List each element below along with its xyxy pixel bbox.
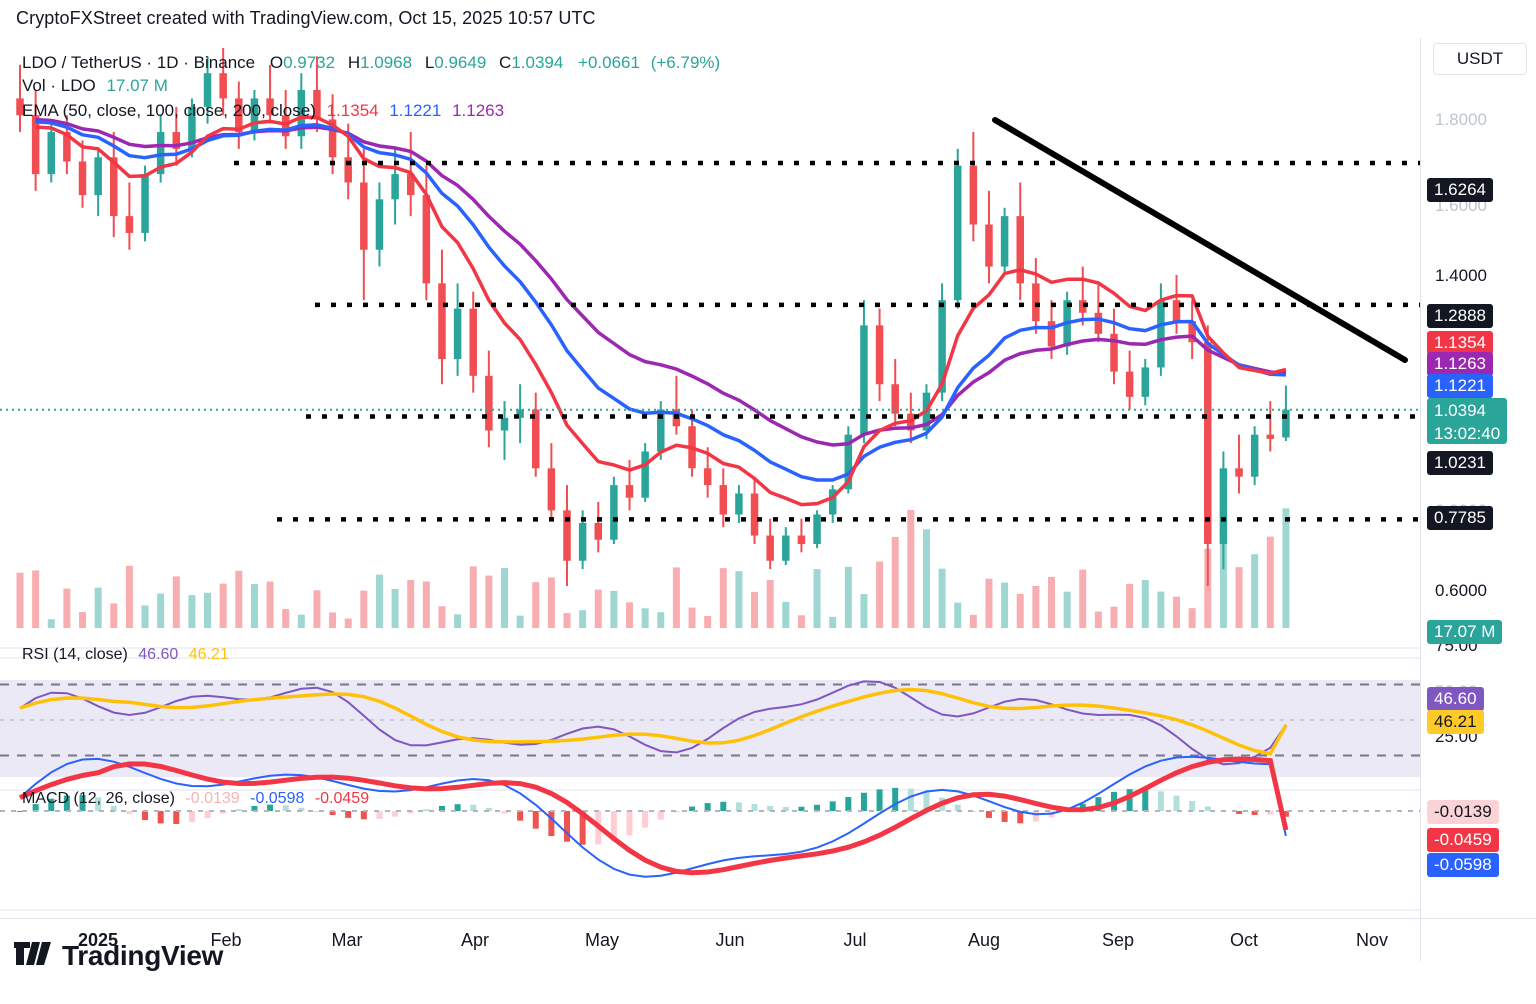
price-tick-0.6000: 0.6000	[1435, 581, 1487, 600]
bar-countdown: 13:02:40	[1434, 424, 1501, 443]
rsi-ma-line	[19, 687, 1288, 756]
last-price-value: 1.0394	[1434, 401, 1486, 420]
time-label-2025: 2025	[77, 930, 119, 950]
time-label-Sep: Sep	[1101, 930, 1135, 950]
time-label-Oct: Oct	[1229, 930, 1259, 950]
support-level-tag-0-7785[interactable]: 0.7785	[1427, 506, 1493, 530]
price-tick-1.8000: 1.8000	[1435, 110, 1487, 129]
ema50-line	[35, 115, 1287, 507]
tradingview-branding[interactable]: TradingView	[14, 940, 223, 972]
ema50-tag[interactable]: 1.1354	[1427, 331, 1493, 355]
macd-tag--0.0139[interactable]: -0.0139	[1427, 800, 1499, 824]
ema100-tag[interactable]: 1.1221	[1427, 374, 1493, 398]
resistance-level-tag-1-2888[interactable]: 1.2888	[1427, 304, 1493, 328]
time-label-May: May	[584, 930, 620, 950]
time-label-Jun: Jun	[715, 930, 745, 950]
last-price-tag[interactable]: 1.0394 13:02:40	[1427, 398, 1508, 444]
resistance-level-tag-1-6264[interactable]: 1.6264	[1427, 178, 1493, 202]
price-tick-1.4000: 1.4000	[1435, 266, 1487, 285]
ema200-tag[interactable]: 1.1263	[1427, 352, 1493, 376]
time-axis-separator	[1420, 919, 1421, 961]
rsi-tag-46.21[interactable]: 46.21	[1427, 710, 1484, 734]
volume-bars	[16, 508, 1290, 628]
volume-value-tag[interactable]: 17.07 M	[1427, 620, 1503, 644]
time-label-Aug: Aug	[967, 930, 1001, 950]
candlestick-series	[16, 48, 1290, 586]
support-level-tag-1-0231[interactable]: 1.0231	[1427, 451, 1493, 475]
time-scale[interactable]: 2025 Feb Mar Apr May Jun Jul Aug Sep Oct Nov	[0, 918, 1536, 961]
time-label-Jul: Jul	[843, 930, 867, 950]
price-scale[interactable]: USDT 1.80001.60001.40001.20001.00000.800…	[1420, 38, 1536, 918]
rsi-tag-46.60[interactable]: 46.60	[1427, 687, 1484, 711]
currency-unit-badge[interactable]: USDT	[1433, 43, 1527, 75]
attribution-text: CryptoFXStreet created with TradingView.…	[16, 8, 596, 28]
rsi-line	[19, 680, 1287, 766]
time-label-Nov: Nov	[1355, 930, 1389, 950]
macd-tag--0.0598[interactable]: -0.0598	[1427, 853, 1499, 877]
trendline-drawing[interactable]	[992, 117, 1408, 363]
chart-graphics	[0, 48, 1420, 911]
macd-histogram	[17, 787, 1289, 845]
time-label-Feb: Feb	[210, 930, 242, 950]
tradingview-wordmark: TradingView	[62, 940, 224, 971]
tradingview-logo-icon	[14, 940, 52, 972]
macd-tag--0.0459[interactable]: -0.0459	[1427, 828, 1499, 852]
time-label-Apr: Apr	[460, 930, 490, 950]
macd-signal-line	[18, 756, 1289, 876]
time-label-Mar: Mar	[331, 930, 363, 950]
rsi-band-background	[0, 680, 1420, 777]
ema100-line	[35, 120, 1286, 482]
chart-canvas[interactable]: LDO / TetherUS · 1D · Binance O0.9732 H1…	[0, 38, 1536, 918]
